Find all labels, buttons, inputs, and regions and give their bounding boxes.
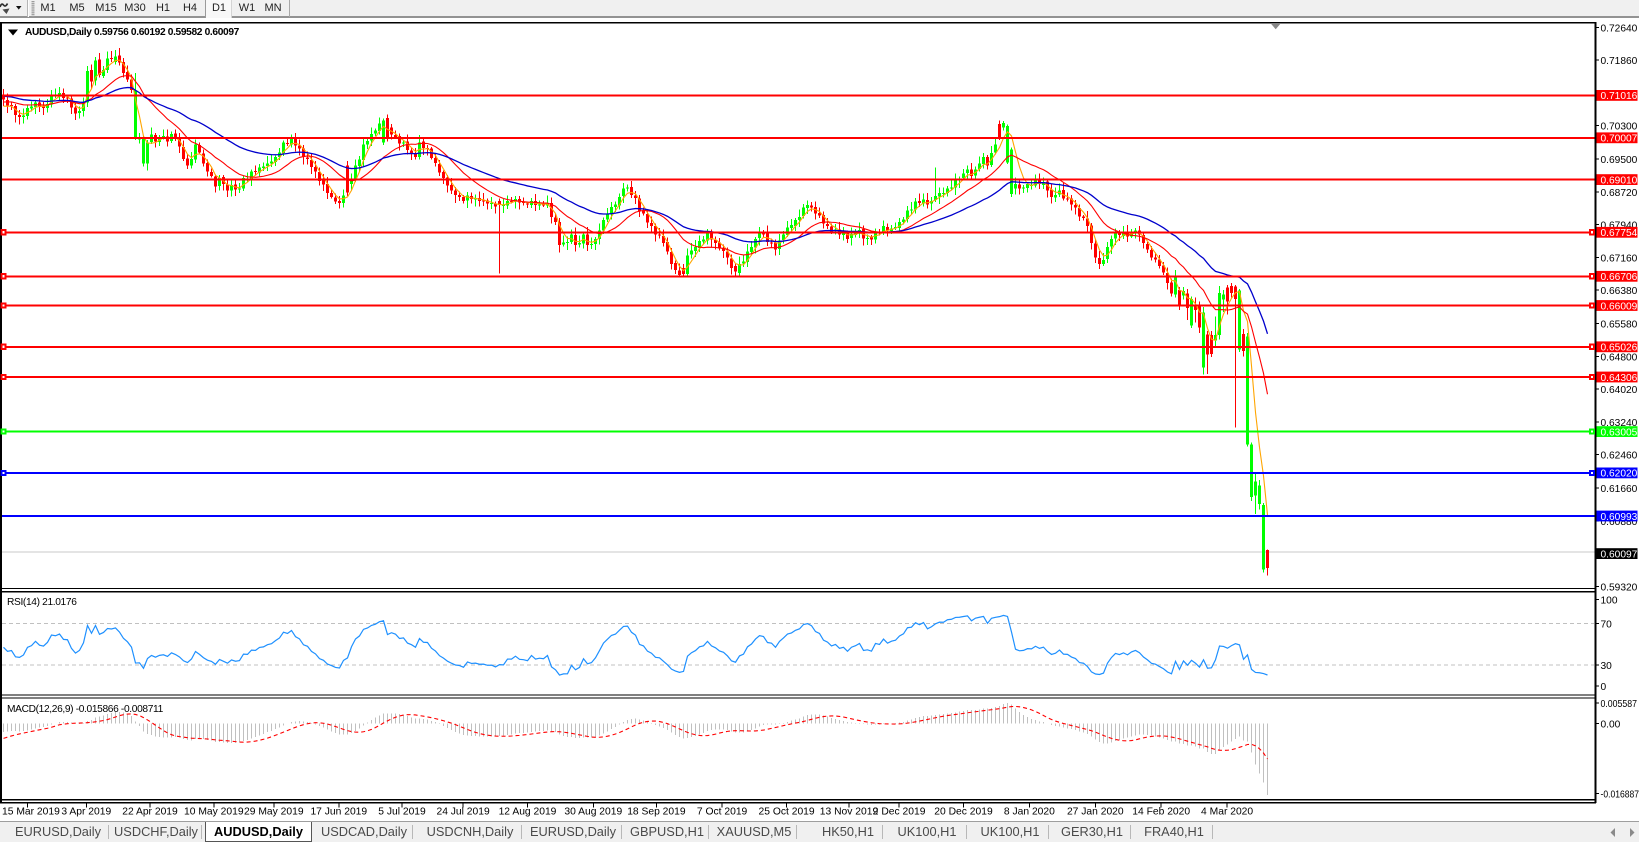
svg-text:0.00: 0.00 [1601, 720, 1621, 731]
svg-text:22 Apr 2019: 22 Apr 2019 [122, 807, 178, 818]
svg-text:4 Mar 2020: 4 Mar 2020 [1201, 807, 1253, 818]
svg-text:0.59320: 0.59320 [1601, 582, 1638, 593]
svg-text:0.65580: 0.65580 [1601, 320, 1638, 331]
svg-text:0.66706: 0.66706 [1601, 272, 1638, 283]
svg-text:10 May 2019: 10 May 2019 [184, 807, 244, 818]
svg-text:0.68720: 0.68720 [1601, 188, 1638, 199]
svg-text:0.64306: 0.64306 [1601, 373, 1638, 384]
svg-text:27 Jan 2020: 27 Jan 2020 [1067, 807, 1124, 818]
svg-text:14 Feb 2020: 14 Feb 2020 [1132, 807, 1190, 818]
svg-text:0.67754: 0.67754 [1601, 228, 1638, 239]
svg-text:-0.016887: -0.016887 [1601, 790, 1639, 801]
svg-text:0.64020: 0.64020 [1601, 385, 1638, 396]
svg-text:0.005587: 0.005587 [1601, 699, 1638, 710]
svg-text:0.69500: 0.69500 [1601, 155, 1638, 166]
svg-text:0.61660: 0.61660 [1601, 484, 1638, 495]
svg-text:0.62020: 0.62020 [1601, 469, 1638, 480]
svg-text:100: 100 [1601, 596, 1618, 607]
svg-text:25 Oct 2019: 25 Oct 2019 [759, 807, 815, 818]
svg-text:70: 70 [1601, 620, 1613, 631]
svg-text:13 Nov 2019: 13 Nov 2019 [820, 807, 879, 818]
svg-text:17 Jun 2019: 17 Jun 2019 [310, 807, 367, 818]
svg-text:18 Sep 2019: 18 Sep 2019 [627, 807, 686, 818]
svg-text:20 Dec 2019: 20 Dec 2019 [934, 807, 993, 818]
svg-text:3 Apr 2019: 3 Apr 2019 [61, 807, 111, 818]
svg-text:0.71860: 0.71860 [1601, 56, 1638, 67]
svg-text:0.69010: 0.69010 [1601, 175, 1638, 186]
svg-text:0.62460: 0.62460 [1601, 451, 1638, 462]
svg-text:0.72640: 0.72640 [1601, 23, 1638, 34]
svg-text:AUDUSD,Daily 0.59756 0.60192: AUDUSD,Daily 0.59756 0.60192 0.59582 0.6… [25, 27, 240, 38]
svg-text:0.60993: 0.60993 [1601, 512, 1638, 523]
svg-text:0.71016: 0.71016 [1601, 91, 1638, 102]
svg-text:0.70007: 0.70007 [1601, 134, 1638, 145]
svg-text:0.66380: 0.66380 [1601, 286, 1638, 297]
svg-text:0.64800: 0.64800 [1601, 352, 1638, 363]
svg-text:MACD(12,26,9) -0.015866 -0.008: MACD(12,26,9) -0.015866 -0.008711 [7, 704, 164, 715]
svg-text:RSI(14) 21.0176: RSI(14) 21.0176 [7, 597, 77, 608]
svg-text:0.63005: 0.63005 [1601, 427, 1638, 438]
svg-text:0.67160: 0.67160 [1601, 253, 1638, 264]
svg-text:29 May 2019: 29 May 2019 [244, 807, 304, 818]
svg-text:7 Oct 2019: 7 Oct 2019 [697, 807, 748, 818]
svg-text:5 Jul 2019: 5 Jul 2019 [378, 807, 426, 818]
svg-text:0: 0 [1601, 682, 1607, 693]
svg-text:24 Jul 2019: 24 Jul 2019 [436, 807, 490, 818]
svg-text:30 Aug 2019: 30 Aug 2019 [564, 807, 622, 818]
svg-text:0.60097: 0.60097 [1601, 549, 1638, 560]
svg-text:0.70300: 0.70300 [1601, 122, 1638, 133]
svg-text:0.65026: 0.65026 [1601, 343, 1638, 354]
svg-text:12 Aug 2019: 12 Aug 2019 [499, 807, 557, 818]
svg-text:30: 30 [1601, 661, 1613, 672]
svg-text:8 Jan 2020: 8 Jan 2020 [1004, 807, 1055, 818]
svg-text:15 Mar 2019: 15 Mar 2019 [2, 807, 60, 818]
svg-text:2 Dec 2019: 2 Dec 2019 [873, 807, 926, 818]
svg-text:0.66009: 0.66009 [1601, 301, 1638, 312]
